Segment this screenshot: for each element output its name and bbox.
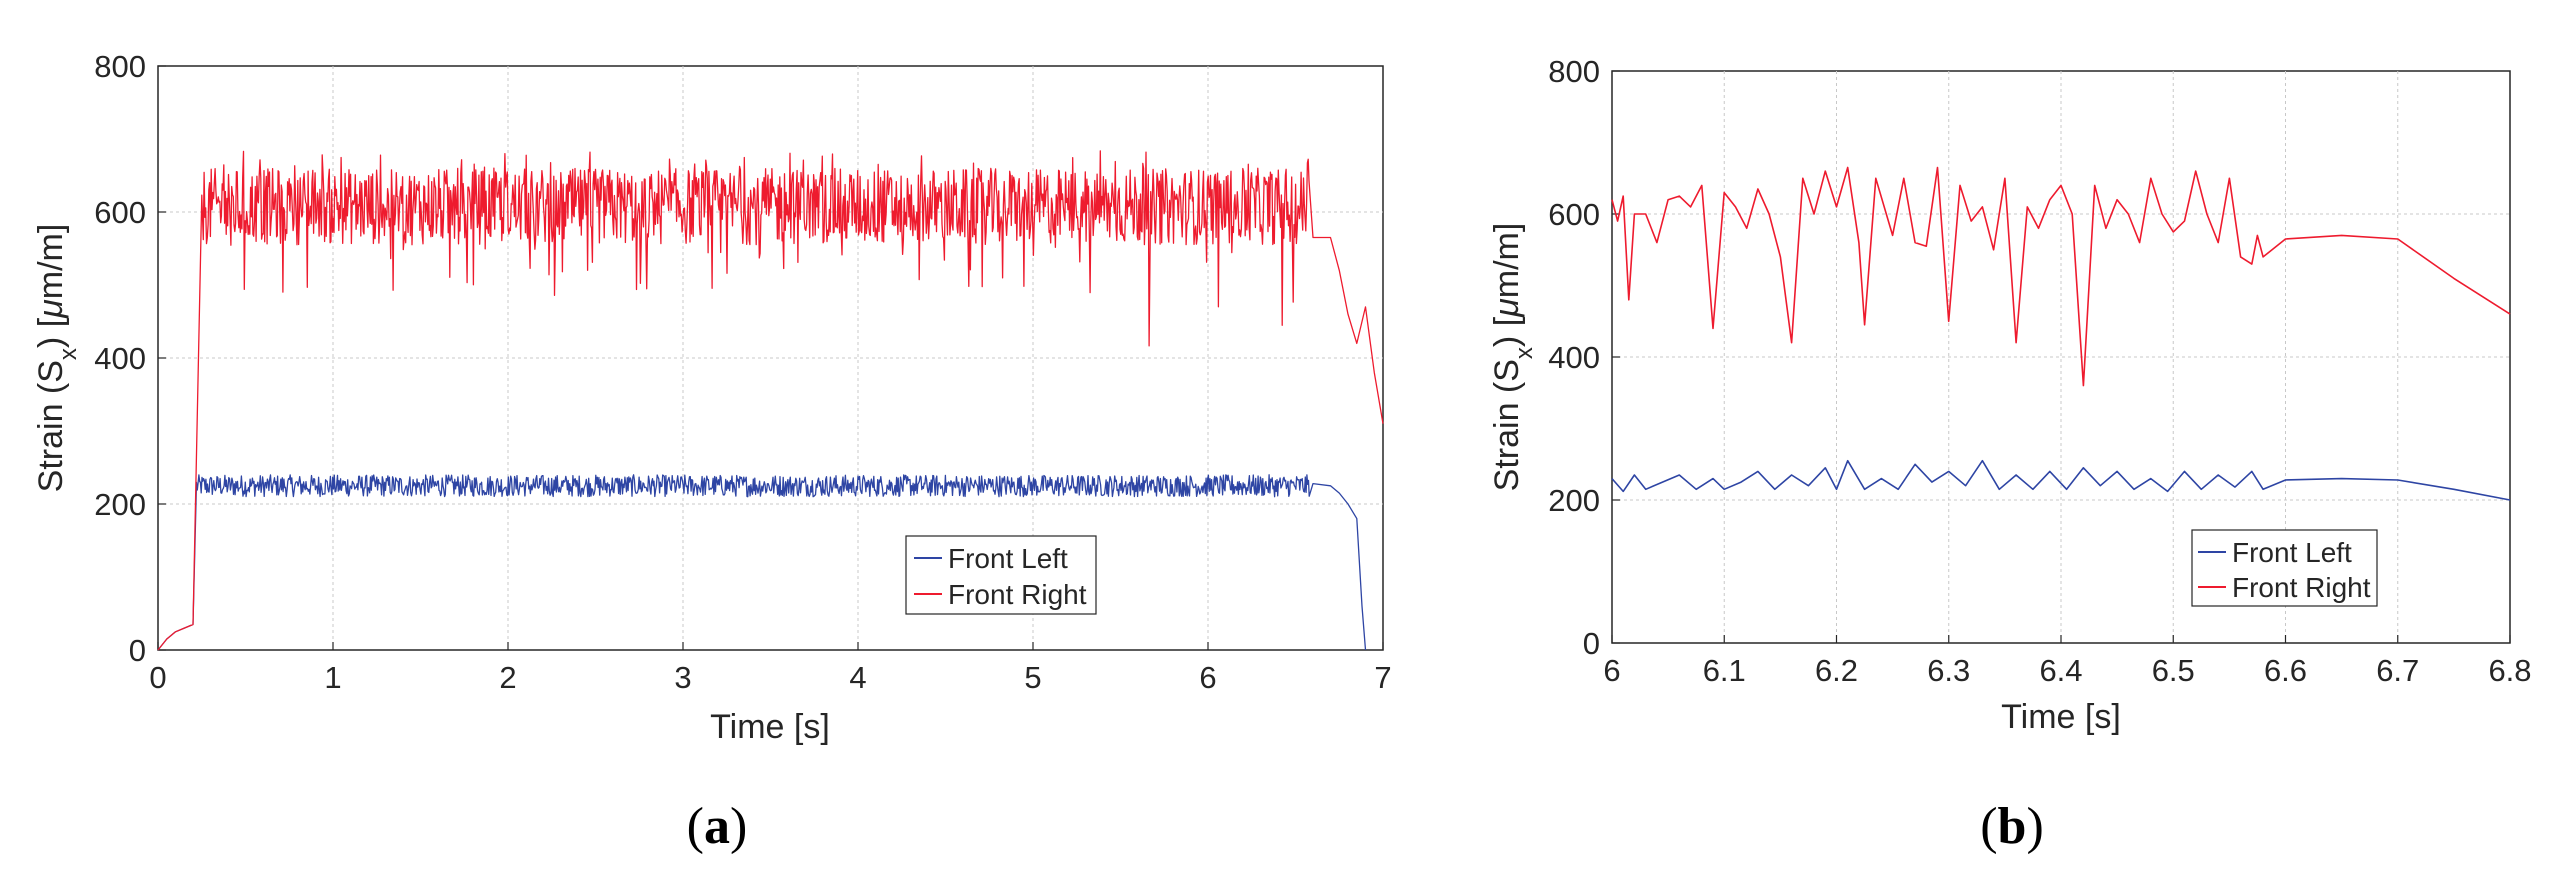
series-a [157, 150, 1384, 651]
y-tick-label-a: 600 [94, 195, 146, 230]
y-tick-label-a: 200 [94, 487, 146, 522]
y-tick-label-a: 800 [94, 49, 146, 84]
y-tick-label-b: 800 [1548, 54, 1600, 89]
x-tick-label-a: 3 [674, 660, 691, 695]
x-tick-label-a: 7 [1374, 660, 1391, 695]
panel-b: 6 6.1 6.2 6.3 6.4 6.5 6.6 6.7 6.8 0 200 400 600 800 T… [1488, 54, 2532, 736]
x-tick-label-a: 2 [499, 660, 516, 695]
x-tick-label-b: 6.7 [2376, 653, 2419, 688]
legend-label-front-left-a: Front Left [948, 543, 1068, 574]
legend-a: Front Left Front Right [905, 535, 1097, 615]
x-tick-label-b: 6 [1603, 653, 1620, 688]
caption-a: (a) [687, 798, 748, 855]
x-tick-label-a: 0 [149, 660, 166, 695]
x-tick-label-b: 6.8 [2488, 653, 2531, 688]
y-axis-label-b: Strain (Sx) [μm/m] [1488, 223, 1538, 492]
caption-b: (b) [1980, 798, 2044, 855]
y-axis-label-a: Strain (Sx) [μm/m] [32, 224, 82, 493]
x-tick-label-b: 6.2 [1815, 653, 1858, 688]
y-tick-label-b: 200 [1548, 483, 1600, 518]
y-tick-label-b: 600 [1548, 197, 1600, 232]
series-line-front-right-b [1611, 166, 2511, 387]
y-tick-label-b: 0 [1583, 626, 1600, 661]
series-b [1611, 166, 2511, 501]
panel-a: 0 1 2 3 4 5 6 7 0 200 400 600 800 Time [s] Strain (S… [32, 49, 1392, 746]
series-line-front-right-a [157, 150, 1384, 651]
x-tick-label-b: 6.4 [2039, 653, 2082, 688]
y-tick-label-b: 400 [1548, 340, 1600, 375]
x-axis-label-a: Time [s] [710, 708, 830, 746]
legend-label-front-left-b: Front Left [2232, 537, 2352, 568]
x-tick-label-a: 6 [1199, 660, 1216, 695]
y-tick-label-a: 0 [129, 633, 146, 668]
x-tick-label-a: 5 [1024, 660, 1041, 695]
ticks-b: 6 6.1 6.2 6.3 6.4 6.5 6.6 6.7 6.8 0 200 400 600 800 [1548, 54, 2531, 688]
legend-label-front-right-a: Front Right [948, 579, 1087, 610]
legend-b: Front Left Front Right [2191, 529, 2378, 607]
x-tick-label-b: 6.1 [1703, 653, 1746, 688]
legend-label-front-right-b: Front Right [2232, 572, 2371, 603]
x-tick-label-b: 6.3 [1927, 653, 1970, 688]
y-tick-label-a: 400 [94, 341, 146, 376]
x-tick-label-a: 4 [849, 660, 866, 695]
series-line-front-left-b [1611, 459, 2511, 501]
x-tick-label-b: 6.5 [2152, 653, 2195, 688]
ticks-a: 0 1 2 3 4 5 6 7 0 200 400 600 800 [94, 49, 1391, 695]
series-line-front-left-a [157, 474, 1367, 651]
x-axis-label-b: Time [s] [2001, 698, 2121, 736]
x-tick-label-a: 1 [324, 660, 341, 695]
x-tick-label-b: 6.6 [2264, 653, 2307, 688]
